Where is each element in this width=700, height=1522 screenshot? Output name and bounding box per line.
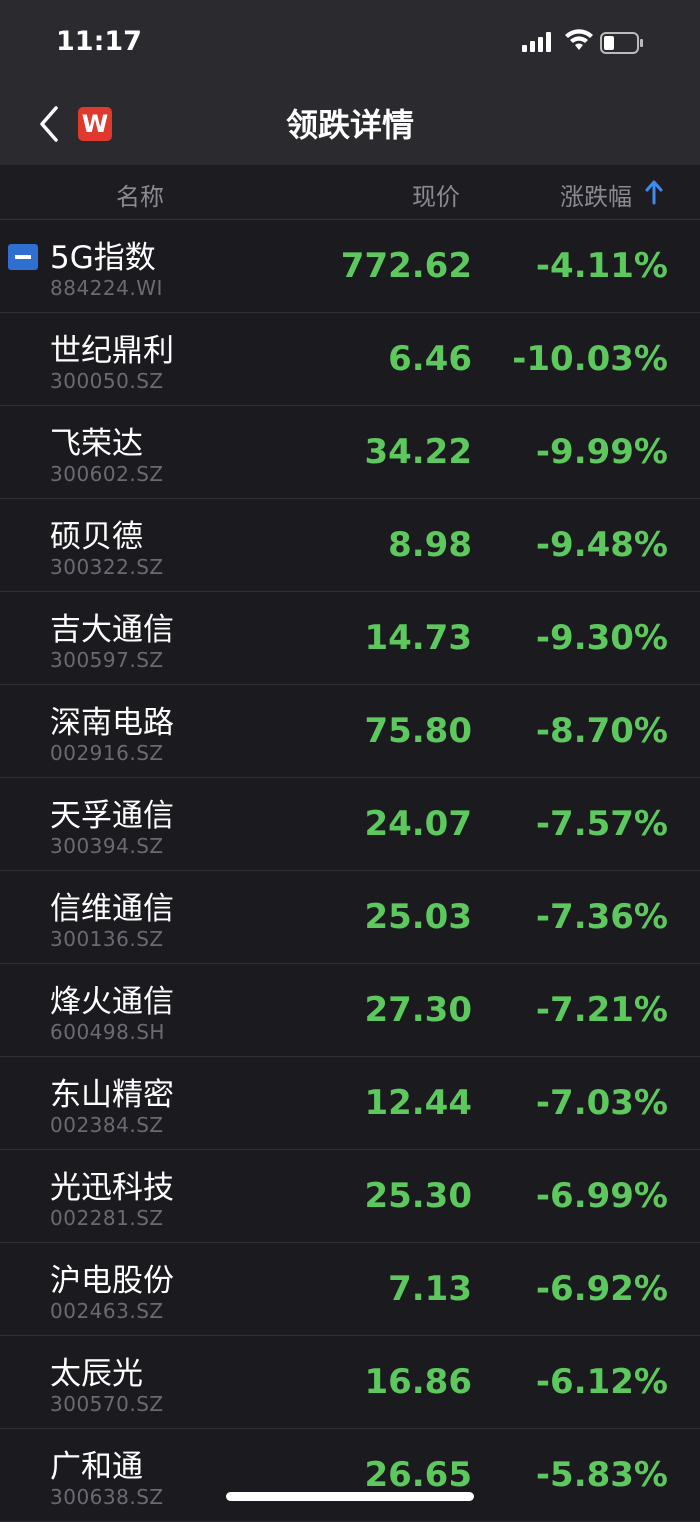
stock-name: 硕贝德 bbox=[50, 519, 143, 555]
stock-change: -6.92% bbox=[535, 1269, 668, 1309]
stock-name: 光迅科技 bbox=[50, 1170, 174, 1206]
stock-change: -9.99% bbox=[535, 432, 668, 472]
stock-change: -6.12% bbox=[535, 1362, 668, 1402]
stock-name: 世纪鼎利 bbox=[50, 333, 174, 369]
table-row[interactable]: 5G指数 884224.WI 772.62 -4.11% bbox=[0, 220, 700, 313]
stock-change: -7.21% bbox=[535, 990, 668, 1030]
stock-name: 烽火通信 bbox=[50, 984, 174, 1020]
table-row[interactable]: 东山精密 002384.SZ 12.44 -7.03% bbox=[0, 1057, 700, 1150]
arrow-up-icon[interactable] bbox=[644, 179, 664, 205]
table-row[interactable]: 世纪鼎利 300050.SZ 6.46 -10.03% bbox=[0, 313, 700, 406]
stock-code: 300638.SZ bbox=[50, 1485, 164, 1509]
stock-code: 884224.WI bbox=[50, 276, 163, 300]
page-title: 领跌详情 bbox=[285, 106, 414, 144]
stock-price: 75.80 bbox=[364, 711, 472, 751]
table-row[interactable]: 飞荣达 300602.SZ 34.22 -9.99% bbox=[0, 406, 700, 499]
stock-price: 6.46 bbox=[388, 339, 472, 379]
stock-code: 300597.SZ bbox=[50, 648, 164, 672]
stock-code: 300570.SZ bbox=[50, 1392, 164, 1416]
table-row[interactable]: 硕贝德 300322.SZ 8.98 -9.48% bbox=[0, 499, 700, 592]
chevron-left-icon[interactable] bbox=[30, 104, 70, 144]
stock-price: 16.86 bbox=[364, 1362, 472, 1402]
table-row[interactable]: 广和通 300638.SZ 26.65 -5.83% bbox=[0, 1429, 700, 1522]
stock-price: 25.03 bbox=[364, 897, 472, 937]
stock-price: 14.73 bbox=[364, 618, 472, 658]
stock-price: 27.30 bbox=[364, 990, 472, 1030]
stock-name: 天孚通信 bbox=[50, 798, 174, 834]
stock-change: -7.03% bbox=[535, 1083, 668, 1123]
column-header: 名称 现价 涨跌幅 bbox=[0, 165, 700, 220]
stock-price: 25.30 bbox=[364, 1176, 472, 1216]
table-row[interactable]: 吉大通信 300597.SZ 14.73 -9.30% bbox=[0, 592, 700, 685]
stock-name: 信维通信 bbox=[50, 891, 174, 927]
stock-change: -7.57% bbox=[535, 804, 668, 844]
stock-name: 飞荣达 bbox=[50, 426, 143, 462]
stock-change: -4.11% bbox=[535, 246, 668, 286]
stock-change: -9.30% bbox=[535, 618, 668, 658]
stock-code: 002916.SZ bbox=[50, 741, 164, 765]
stock-name: 5G指数 bbox=[50, 240, 156, 276]
stock-code: 300602.SZ bbox=[50, 462, 164, 486]
table-row[interactable]: 光迅科技 002281.SZ 25.30 -6.99% bbox=[0, 1150, 700, 1243]
stock-price: 26.65 bbox=[364, 1455, 472, 1495]
stock-code: 300394.SZ bbox=[50, 834, 164, 858]
table-row[interactable]: 深南电路 002916.SZ 75.80 -8.70% bbox=[0, 685, 700, 778]
stock-name: 太辰光 bbox=[50, 1356, 143, 1392]
stock-code: 300050.SZ bbox=[50, 369, 164, 393]
home-indicator[interactable] bbox=[226, 1492, 474, 1501]
stock-code: 300322.SZ bbox=[50, 555, 164, 579]
stock-price: 12.44 bbox=[364, 1083, 472, 1123]
status-time: 11:17 bbox=[56, 26, 142, 57]
stock-code: 300136.SZ bbox=[50, 927, 164, 951]
app-logo-icon: W bbox=[78, 107, 112, 141]
stock-change: -10.03% bbox=[512, 339, 668, 379]
stock-code: 002463.SZ bbox=[50, 1299, 164, 1323]
stock-name: 广和通 bbox=[50, 1449, 143, 1485]
stock-change: -7.36% bbox=[535, 897, 668, 937]
stock-change: -8.70% bbox=[535, 711, 668, 751]
table-row[interactable]: 天孚通信 300394.SZ 24.07 -7.57% bbox=[0, 778, 700, 871]
stock-price: 24.07 bbox=[364, 804, 472, 844]
stock-price: 8.98 bbox=[388, 525, 472, 565]
stock-name: 吉大通信 bbox=[50, 612, 174, 648]
wifi-icon bbox=[565, 29, 593, 50]
signal-icon bbox=[522, 32, 551, 52]
stock-change: -9.48% bbox=[535, 525, 668, 565]
stock-price: 772.62 bbox=[340, 246, 472, 286]
collapse-icon[interactable] bbox=[8, 244, 38, 270]
stock-change: -6.99% bbox=[535, 1176, 668, 1216]
column-name[interactable]: 名称 bbox=[116, 183, 164, 211]
stock-name: 东山精密 bbox=[50, 1077, 174, 1113]
battery-icon bbox=[600, 32, 643, 54]
stock-name: 沪电股份 bbox=[50, 1263, 174, 1299]
stock-change: -5.83% bbox=[535, 1455, 668, 1495]
table-row[interactable]: 太辰光 300570.SZ 16.86 -6.12% bbox=[0, 1336, 700, 1429]
stock-price: 7.13 bbox=[388, 1269, 472, 1309]
stock-list: 5G指数 884224.WI 772.62 -4.11% 世纪鼎利 300050… bbox=[0, 220, 700, 1522]
header: 11:17 W 领跌详情 bbox=[0, 0, 700, 165]
table-row[interactable]: 烽火通信 600498.SH 27.30 -7.21% bbox=[0, 964, 700, 1057]
column-change[interactable]: 涨跌幅 bbox=[560, 183, 632, 211]
table-row[interactable]: 沪电股份 002463.SZ 7.13 -6.92% bbox=[0, 1243, 700, 1336]
column-price[interactable]: 现价 bbox=[412, 183, 460, 211]
stock-code: 002281.SZ bbox=[50, 1206, 164, 1230]
stock-code: 002384.SZ bbox=[50, 1113, 164, 1137]
stock-price: 34.22 bbox=[364, 432, 472, 472]
table-row[interactable]: 信维通信 300136.SZ 25.03 -7.36% bbox=[0, 871, 700, 964]
stock-name: 深南电路 bbox=[50, 705, 174, 741]
stock-code: 600498.SH bbox=[50, 1020, 165, 1044]
